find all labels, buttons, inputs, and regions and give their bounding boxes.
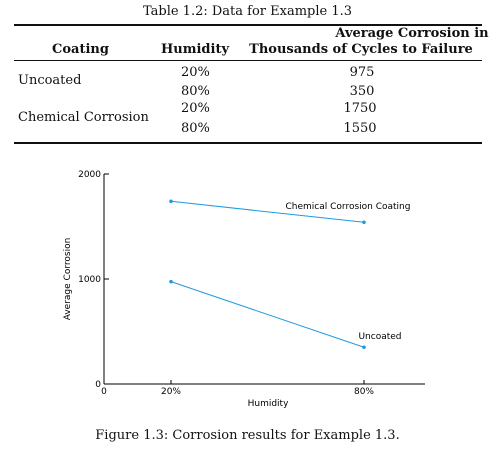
row-uncoated-humidity-20: 20% — [181, 65, 210, 80]
series-line-0 — [170, 200, 365, 223]
series-labels: Chemical Corrosion Coating Uncoated — [286, 202, 411, 342]
table-bottom-rule — [14, 142, 482, 144]
table-top-rule — [14, 24, 482, 26]
x-tick-label-1: 80% — [354, 387, 374, 397]
header-corrosion-line1: Average Corrosion in — [335, 26, 489, 41]
x-axis-label: Humidity — [248, 399, 289, 409]
row-chemical-coating: Chemical Corrosion — [18, 110, 149, 125]
y-axis-label: Average Corrosion — [63, 238, 73, 321]
header-humidity: Humidity — [161, 42, 230, 57]
y-tick-label-1000: 1000 — [78, 275, 101, 285]
row-uncoated-coating: Uncoated — [18, 73, 82, 88]
table-header-rule — [14, 60, 482, 61]
y-tick-label-0: 0 — [95, 380, 101, 390]
series-line-1 — [170, 281, 365, 348]
corrosion-chart: 0 1000 2000 20% 80% 0 Humidity Average Corr… — [63, 170, 425, 409]
row-chemical-humidity-20: 20% — [181, 101, 210, 116]
series-1-point-1 — [362, 345, 366, 350]
x-ticks: 20% 80% — [161, 380, 374, 397]
x-tick-label-0: 20% — [161, 387, 181, 397]
chart-series — [169, 199, 366, 350]
figure-caption: Figure 1.3: Corrosion results for Exampl… — [95, 428, 400, 443]
y-tick-label-2000: 2000 — [78, 170, 101, 180]
row-uncoated-humidity-80: 80% — [181, 84, 210, 99]
y-ticks: 0 1000 2000 — [78, 170, 109, 390]
header-corrosion-line2: Thousands of Cycles to Failure — [249, 42, 473, 57]
header-coating: Coating — [52, 42, 109, 57]
row-chemical-humidity-80: 80% — [181, 121, 210, 136]
series-1-point-0 — [169, 279, 173, 284]
row-uncoated-value-20: 975 — [349, 65, 375, 80]
series-label-uncoated: Uncoated — [358, 332, 401, 342]
series-0-point-1 — [362, 220, 366, 225]
row-chemical-value-20: 1750 — [343, 101, 377, 116]
x-zero-tick-label: 0 — [101, 387, 107, 397]
series-label-chemical: Chemical Corrosion Coating — [286, 202, 411, 212]
table-caption: Table 1.2: Data for Example 1.3 — [142, 4, 353, 19]
series-0-point-0 — [169, 199, 173, 204]
row-chemical-value-80: 1550 — [343, 121, 377, 136]
row-uncoated-value-80: 350 — [349, 84, 375, 99]
